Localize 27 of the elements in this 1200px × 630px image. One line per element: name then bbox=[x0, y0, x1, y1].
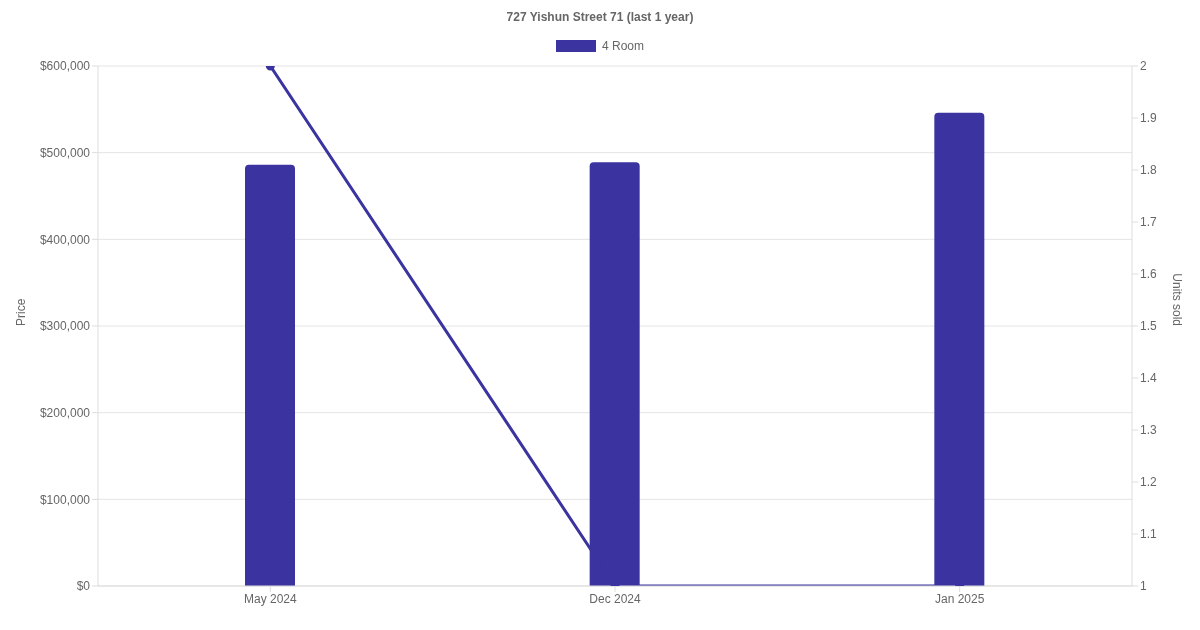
chart-title: 727 Yishun Street 71 (last 1 year) bbox=[505, 9, 695, 26]
y2-tick-label: 1 bbox=[1140, 579, 1147, 594]
y-tick-label: $100,000 bbox=[39, 492, 91, 507]
legend-label: 4 Room bbox=[601, 39, 645, 53]
y-tick-label: $0 bbox=[76, 579, 91, 594]
x-tick-label: Jan 2025 bbox=[934, 591, 985, 606]
y-tick-label: $300,000 bbox=[39, 319, 91, 334]
y-tick-label: $400,000 bbox=[39, 232, 91, 247]
x-tick-label: Dec 2024 bbox=[589, 591, 642, 606]
bar bbox=[934, 112, 985, 586]
y2-tick-label: 1.4 bbox=[1140, 371, 1158, 386]
y-tick-label: $500,000 bbox=[39, 145, 91, 160]
y2-tick-label: 1.1 bbox=[1140, 527, 1158, 542]
y2-tick-label: 1.9 bbox=[1140, 111, 1158, 126]
y2-tick-label: 1.8 bbox=[1140, 163, 1158, 178]
y2-tick-label: 1.6 bbox=[1140, 267, 1158, 282]
x-tick-label: May 2024 bbox=[243, 591, 298, 606]
bar bbox=[245, 164, 295, 586]
y2-tick-label: 1.7 bbox=[1140, 215, 1158, 230]
y2-tick-label: 2 bbox=[1140, 59, 1147, 74]
y2-axis-title: Units sold bbox=[1169, 273, 1184, 326]
y2-tick-label: 1.5 bbox=[1140, 319, 1158, 334]
y-tick-label: $200,000 bbox=[39, 405, 91, 420]
y-axis-title: Price bbox=[14, 298, 29, 326]
y2-tick-label: 1.3 bbox=[1140, 423, 1158, 438]
y2-tick-label: 1.2 bbox=[1140, 475, 1158, 490]
y-tick-label: $600,000 bbox=[39, 59, 91, 74]
